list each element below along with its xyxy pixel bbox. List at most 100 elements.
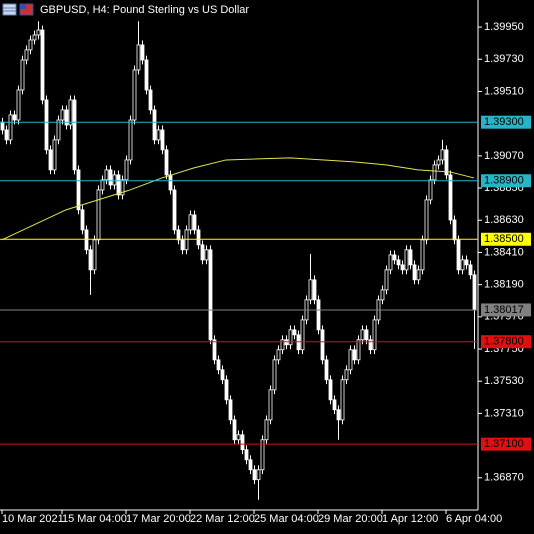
x-tick-label: 17 Mar 20:00 [126, 513, 191, 525]
level-label: 1.37100 [484, 438, 524, 450]
candle-body [52, 139, 57, 171]
candle-body [392, 254, 397, 261]
candle-body [328, 379, 333, 401]
candle-body [456, 239, 461, 271]
level-label-box [481, 174, 531, 188]
candle-body [272, 359, 277, 391]
candle-body [372, 319, 377, 351]
candle-body [0, 121, 5, 131]
candle-body [212, 339, 217, 361]
candle-body [356, 339, 361, 361]
candle-body [44, 99, 49, 151]
y-tick-label: 1.39730 [484, 53, 524, 65]
candle-body [144, 59, 149, 91]
x-tick-label: 29 Mar 20:00 [318, 513, 383, 525]
y-tick-label: 1.39070 [484, 150, 524, 162]
candle-body [188, 214, 193, 231]
y-tick-label: 1.37310 [484, 407, 524, 419]
level-label-box [481, 303, 531, 317]
candle-body [116, 174, 121, 196]
candle-body [444, 149, 449, 176]
candle-body [92, 239, 97, 271]
candle-body [428, 179, 433, 201]
candle-body [152, 109, 157, 141]
symbol-icon [2, 3, 34, 16]
x-tick-label: 22 Mar 12:00 [190, 513, 255, 525]
candle-body [352, 349, 357, 361]
candle-body [460, 259, 465, 271]
candle-body [464, 259, 469, 266]
candle-body [344, 369, 349, 381]
candle-body [452, 219, 457, 241]
candle-body [164, 149, 169, 176]
y-tick-label: 1.38190 [484, 279, 524, 291]
candle-body [468, 264, 473, 276]
candle-body [228, 399, 233, 421]
level-label: 1.38900 [484, 175, 524, 187]
candle-body [200, 244, 205, 261]
candle-body [96, 189, 101, 241]
candle-body [240, 434, 245, 451]
candle-body [236, 434, 241, 441]
candle-body [472, 274, 477, 311]
candle-body [436, 159, 441, 166]
y-tick-label: 1.36870 [484, 472, 524, 484]
level-label-box [481, 232, 531, 246]
chart-title: GBPUSD, H4: Pound Sterling vs US Dollar [40, 4, 249, 16]
candle-body [340, 379, 345, 421]
candle-body [216, 359, 221, 371]
candle-body [32, 34, 37, 41]
candle-body [4, 129, 9, 141]
candle-body [108, 169, 113, 186]
candle-body [24, 49, 29, 61]
candle-body [220, 369, 225, 381]
y-tick-label: 1.38410 [484, 246, 524, 258]
candle-body [28, 39, 33, 51]
x-tick-label: 15 Mar 04:00 [62, 513, 127, 525]
y-tick-label: 1.39950 [484, 21, 524, 33]
candle-body [384, 269, 389, 291]
candle-body [264, 419, 269, 441]
candle-body [136, 44, 141, 71]
candle-body [140, 44, 145, 61]
candle-body [308, 279, 313, 301]
candle-body [300, 319, 305, 351]
candle-body [176, 229, 181, 241]
candle-body [16, 89, 21, 121]
candle-body [244, 449, 249, 461]
candle-body [80, 209, 85, 231]
candle-body [160, 129, 165, 151]
candle-body [292, 329, 297, 336]
candle-body [388, 254, 393, 271]
moving-average [1, 157, 475, 241]
level-label: 1.39300 [484, 116, 524, 128]
candle-body [120, 179, 125, 196]
candle-body [324, 359, 329, 381]
candle-body [400, 264, 405, 271]
candle-body [48, 149, 53, 171]
candle-body [280, 339, 285, 351]
candle-body [316, 299, 321, 331]
candle-body [124, 159, 129, 181]
candle-body [40, 29, 45, 101]
candle-body [128, 119, 133, 161]
candle-body [404, 249, 409, 271]
candle-body [380, 289, 385, 301]
candle-body [368, 339, 373, 351]
candle-body [208, 249, 213, 341]
candle-body [100, 179, 105, 191]
candle-body [408, 249, 413, 266]
candle-body [336, 409, 341, 421]
candle-body [296, 334, 301, 351]
candle-body [64, 109, 69, 126]
level-label-box [481, 335, 531, 349]
candle-body [420, 239, 425, 271]
candle-body [88, 249, 93, 271]
candle-body [104, 169, 109, 181]
candle-body [180, 239, 185, 251]
candle-body [248, 459, 253, 471]
candle-body [156, 129, 161, 141]
candle-body [396, 259, 401, 266]
